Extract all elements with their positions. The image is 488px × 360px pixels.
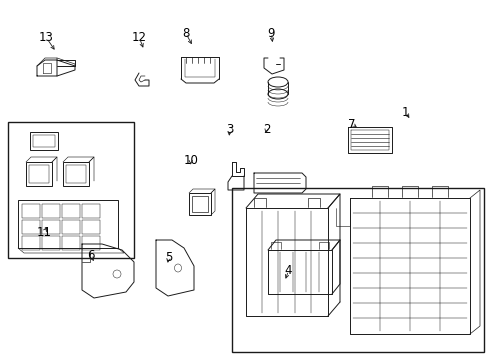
Bar [26,162,52,186]
Bar [8,122,134,258]
Bar [29,165,49,183]
Text: 1: 1 [401,106,409,119]
Text: 12: 12 [132,31,146,44]
Bar [62,204,80,218]
Text: 7: 7 [347,118,355,131]
Bar [189,193,210,215]
Bar [33,135,55,147]
Text: 11: 11 [37,226,51,239]
Bar [22,204,40,218]
Bar [231,188,483,352]
Bar [22,220,40,234]
Text: 8: 8 [182,27,189,40]
Bar [63,162,89,186]
Text: 6: 6 [86,249,94,262]
Bar [42,220,60,234]
Text: 2: 2 [262,123,270,136]
Bar [30,132,58,150]
Bar [192,196,207,212]
Bar [18,200,118,248]
Bar [22,236,40,250]
Bar [42,236,60,250]
Bar [42,204,60,218]
Bar [66,165,86,183]
Text: 9: 9 [267,27,275,40]
Text: 10: 10 [183,154,198,167]
Bar [82,204,100,218]
Bar [82,220,100,234]
Bar [62,236,80,250]
Text: 13: 13 [39,31,54,44]
Bar [82,236,100,250]
Text: 5: 5 [164,251,172,264]
Text: 4: 4 [284,264,292,277]
Text: 3: 3 [225,123,233,136]
Bar [62,220,80,234]
